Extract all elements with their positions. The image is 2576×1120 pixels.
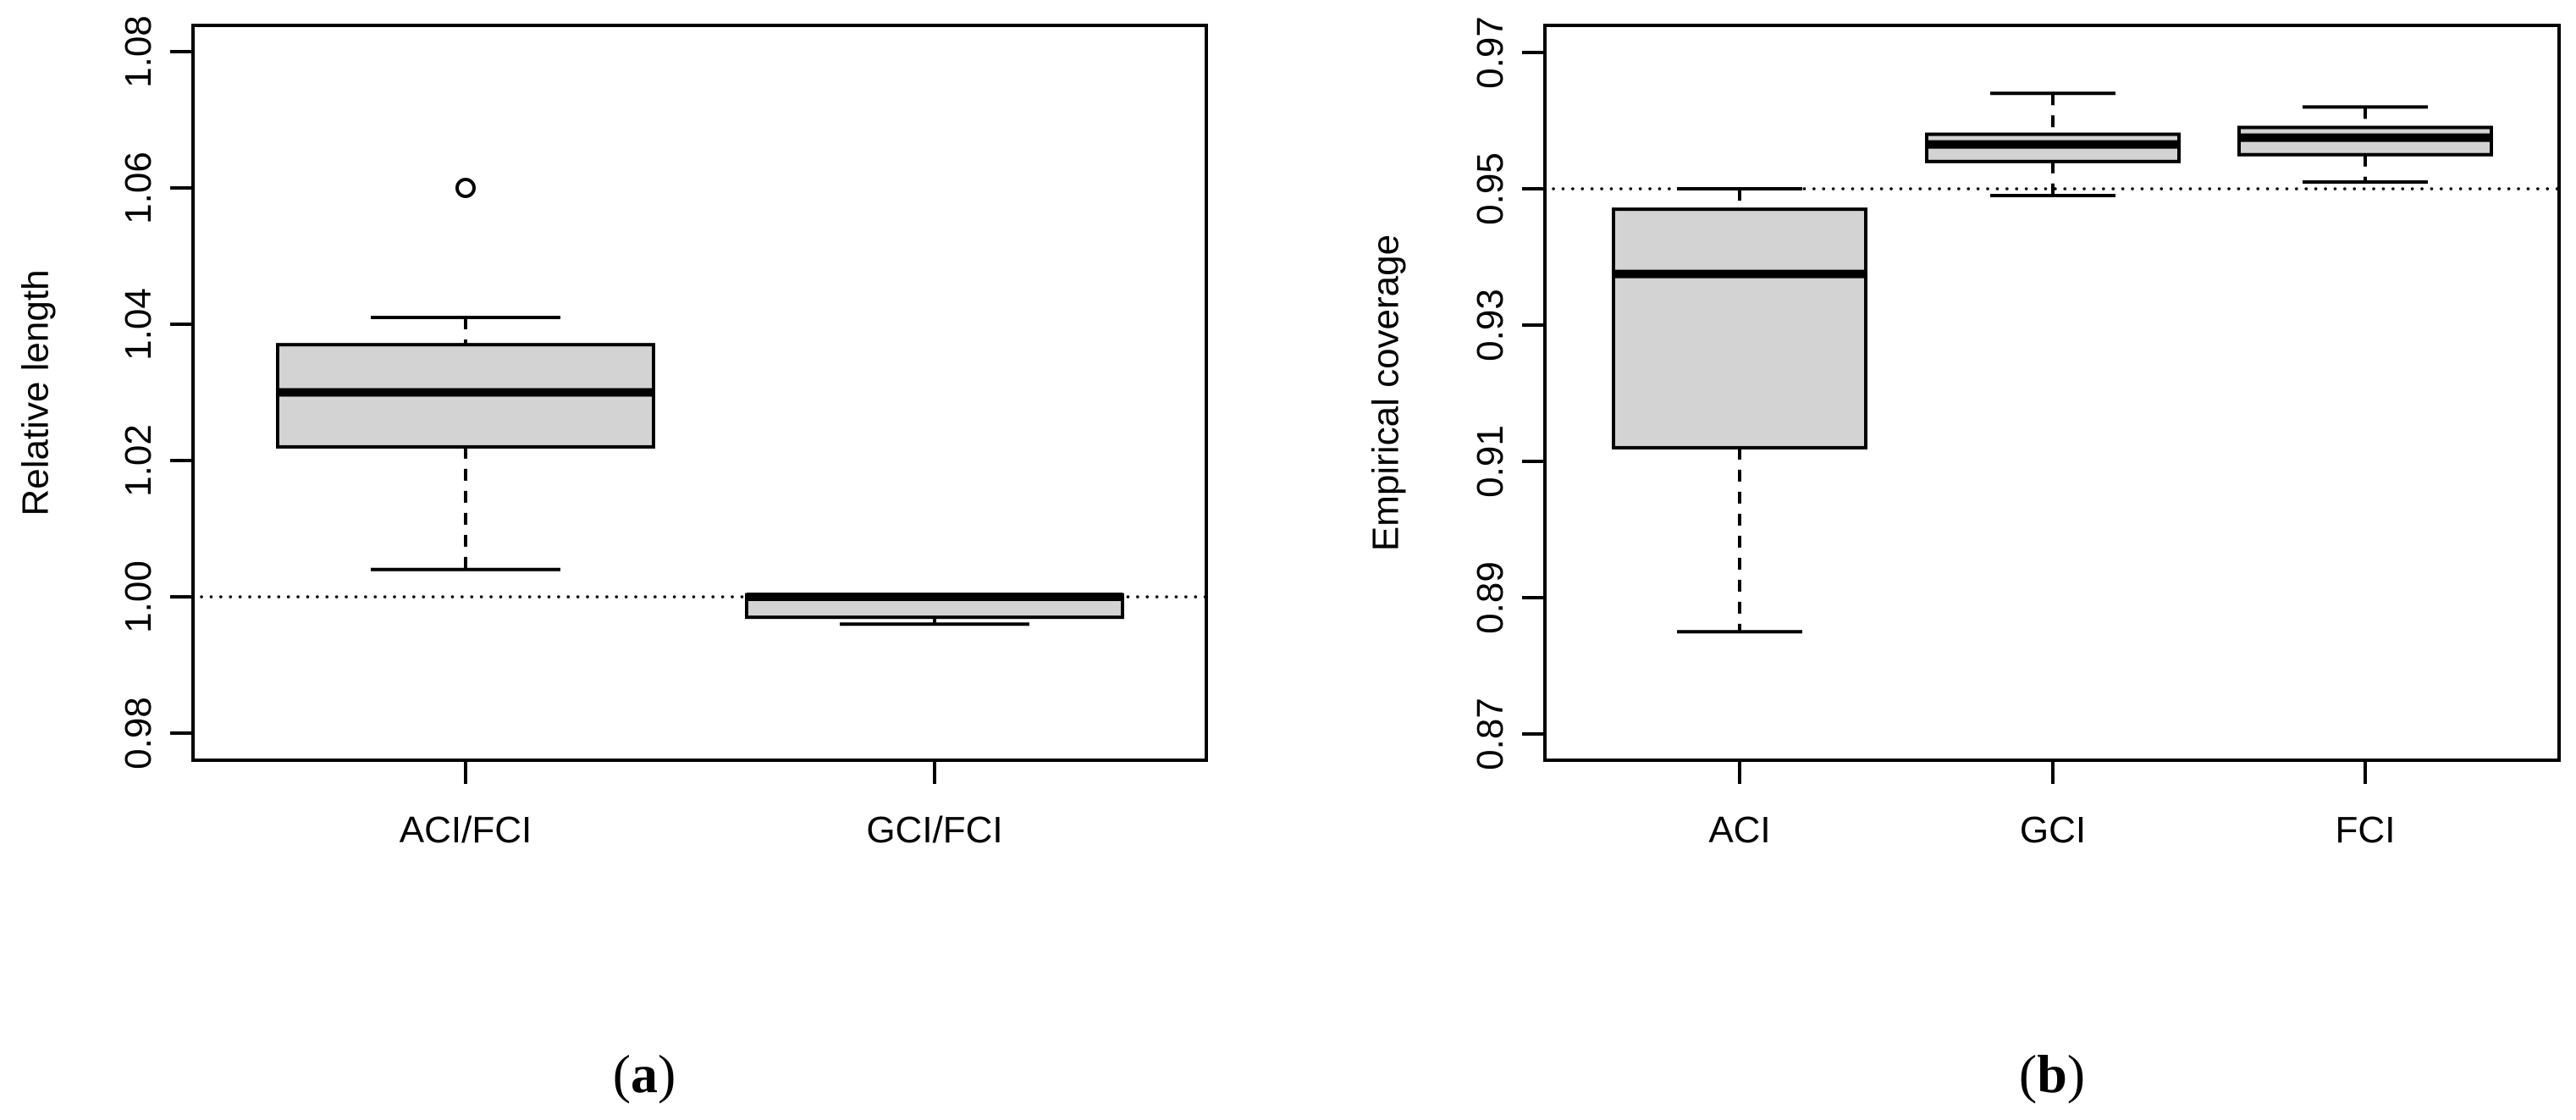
box-fci	[2237, 105, 2493, 184]
y-tick-label: 0.97	[1470, 16, 1511, 89]
y-tick-label: 0.98	[118, 697, 159, 770]
outlier-point	[455, 178, 476, 198]
x-axis-ticks: ACI/FCI GCI/FCI	[400, 760, 1003, 851]
y-tick-label: 0.95	[1470, 152, 1511, 225]
caption-letter: a	[631, 1044, 658, 1104]
x-category-label: GCI	[2020, 809, 2086, 851]
caption-letter: b	[2037, 1044, 2067, 1104]
x-category-label: GCI/FCI	[866, 809, 1002, 851]
plot-frame	[191, 24, 1208, 762]
y-tick-label: 1.06	[118, 152, 159, 224]
boxes	[1612, 91, 2493, 634]
panel-a-relative-length: 0.981.001.021.041.061.08 ACI/FCI GCI/FCI …	[15, 15, 1208, 1104]
y-tick-label: 0.91	[1470, 425, 1511, 498]
panel-caption: (b)	[2019, 1044, 2085, 1104]
box-gci-fci	[745, 593, 1124, 626]
box-gci	[1925, 91, 2181, 198]
x-category-label: FCI	[2336, 809, 2396, 851]
panel-b-empirical-coverage: 0.87 0.89 0.91 0.93 0.95 0.97 ACI GCI FCI Empir…	[1365, 16, 2561, 1104]
iqr-box	[1612, 207, 1867, 450]
y-tick-label: 1.00	[118, 560, 159, 633]
panel-caption: (a)	[613, 1044, 676, 1104]
x-category-label: ACI/FCI	[400, 809, 532, 851]
y-axis-title: Relative length	[15, 269, 57, 516]
x-axis-ticks: ACI GCI FCI	[1708, 760, 2395, 851]
y-axis-title: Empirical coverage	[1365, 234, 1407, 551]
y-axis-ticks: 0.87 0.89 0.91 0.93 0.95 0.97	[1470, 16, 1545, 770]
y-tick-label: 0.93	[1470, 289, 1511, 361]
y-tick-label: 1.04	[118, 288, 159, 361]
boxes	[276, 178, 1124, 626]
box-aci-fci	[276, 178, 655, 571]
y-tick-label: 1.02	[118, 424, 159, 497]
x-category-label: ACI	[1708, 809, 1770, 851]
y-axis-ticks: 0.98 1.00 1.02 1.04 1.06 1.08	[118, 15, 193, 770]
box-aci	[1612, 187, 1867, 634]
y-tick-label: 0.89	[1470, 561, 1511, 634]
y-tick-label: 0.87	[1470, 698, 1511, 770]
y-tick-label: 1.08	[118, 15, 159, 88]
